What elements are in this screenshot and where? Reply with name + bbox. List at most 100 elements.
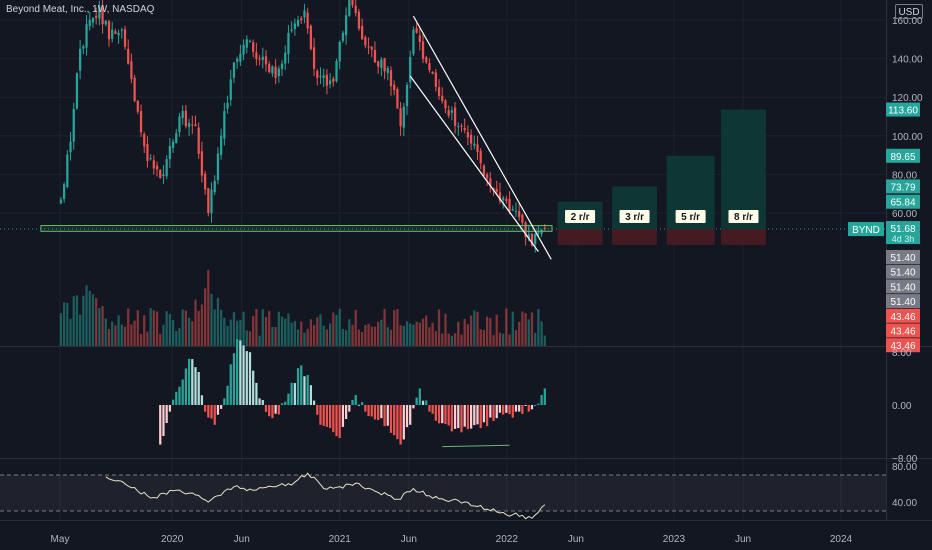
candle-body <box>104 20 107 25</box>
candle <box>284 45 287 71</box>
momentum-bar <box>482 405 486 423</box>
candle <box>75 72 79 110</box>
momentum-bar <box>328 405 332 429</box>
candle-body <box>85 24 88 48</box>
volume-bar <box>181 309 184 346</box>
volume-bar <box>373 326 377 346</box>
candle <box>367 37 370 55</box>
candle-body <box>107 21 111 40</box>
candle <box>351 0 354 8</box>
candle <box>508 191 511 215</box>
volume-bar <box>409 323 412 346</box>
volume-bar <box>197 310 200 346</box>
momentum-bar <box>530 405 534 410</box>
momentum-bar <box>184 368 188 405</box>
candle <box>303 3 306 24</box>
candle <box>213 175 216 196</box>
momentum-bar <box>386 405 389 426</box>
candle <box>280 60 284 76</box>
candle-body <box>82 46 85 49</box>
volume-bar <box>306 328 309 346</box>
candle-body <box>383 58 386 72</box>
volume-bar <box>489 318 492 346</box>
candle-body <box>518 211 521 217</box>
candle-body <box>469 134 473 144</box>
candle <box>476 135 479 161</box>
candle-body <box>127 48 130 64</box>
momentum-bar <box>345 405 348 420</box>
volume-bar <box>187 317 191 346</box>
momentum-bar <box>252 370 255 405</box>
momentum-bar <box>322 405 325 426</box>
time-tick-label: 2021 <box>329 534 352 545</box>
candle-body <box>357 11 361 29</box>
momentum-bar <box>479 405 482 429</box>
candle-body <box>296 20 300 27</box>
volume-bar <box>498 332 502 346</box>
stacked-price-text: 51.40 <box>890 253 915 264</box>
currency-badge[interactable]: USD <box>895 4 923 19</box>
momentum-bar <box>521 405 524 414</box>
momentum-bar <box>187 358 191 405</box>
candle-body <box>252 42 255 52</box>
stacked-price-text: 43.46 <box>890 312 915 323</box>
candle <box>396 87 399 109</box>
momentum-bar <box>508 405 511 415</box>
candle-body <box>309 25 312 50</box>
volume-bar <box>473 310 476 346</box>
volume-bar <box>370 326 373 346</box>
candle-body <box>415 28 418 33</box>
candle <box>255 42 258 66</box>
candle <box>415 22 418 34</box>
momentum-bar <box>210 405 213 419</box>
candle-body <box>437 87 441 96</box>
candle <box>264 50 268 72</box>
price-tick-label: 60.00 <box>892 209 917 220</box>
volume-bar <box>229 319 232 346</box>
candle <box>91 17 95 28</box>
candle-body <box>373 49 377 63</box>
candle <box>319 67 322 85</box>
momentum-bar <box>380 405 383 419</box>
candle <box>380 56 383 77</box>
momentum-bar <box>213 405 216 425</box>
volume-bar <box>431 322 434 346</box>
risk-reward-box: 3 r/r <box>612 186 657 245</box>
candle-body <box>171 141 175 148</box>
candle <box>373 41 377 63</box>
volume-bar <box>274 327 277 346</box>
candle-body <box>213 180 216 193</box>
momentum-bar <box>399 405 402 445</box>
candle <box>521 213 524 227</box>
candle <box>434 68 437 92</box>
volume-bar <box>460 334 463 346</box>
momentum-bar <box>492 405 495 422</box>
momentum-bar <box>248 352 252 405</box>
bar-countdown: 4d 3h <box>892 234 915 244</box>
stacked-price-label: 51.40 <box>886 294 920 309</box>
candle-body <box>130 61 133 79</box>
candle-body <box>393 84 396 91</box>
volume-bar <box>345 330 348 346</box>
candle-body <box>123 29 127 47</box>
candle-body <box>207 188 210 213</box>
candle <box>277 65 280 83</box>
stacked-price-bg <box>886 308 920 323</box>
volume-bar <box>437 309 441 346</box>
momentum-bar <box>502 405 505 415</box>
candle-body <box>534 234 537 245</box>
rr-label-bg <box>565 210 596 224</box>
volume-bar <box>444 313 447 346</box>
momentum-bar <box>457 405 460 429</box>
time-tick-label: 2020 <box>161 534 184 545</box>
candle-body <box>66 154 69 187</box>
rr-label: 5 r/r <box>681 212 700 223</box>
volume-bar <box>405 321 409 346</box>
candle <box>111 21 114 43</box>
candle-body <box>341 32 345 41</box>
momentum-bar <box>543 388 546 405</box>
candle <box>364 35 367 49</box>
candle <box>402 102 405 137</box>
candle-body <box>364 37 367 46</box>
